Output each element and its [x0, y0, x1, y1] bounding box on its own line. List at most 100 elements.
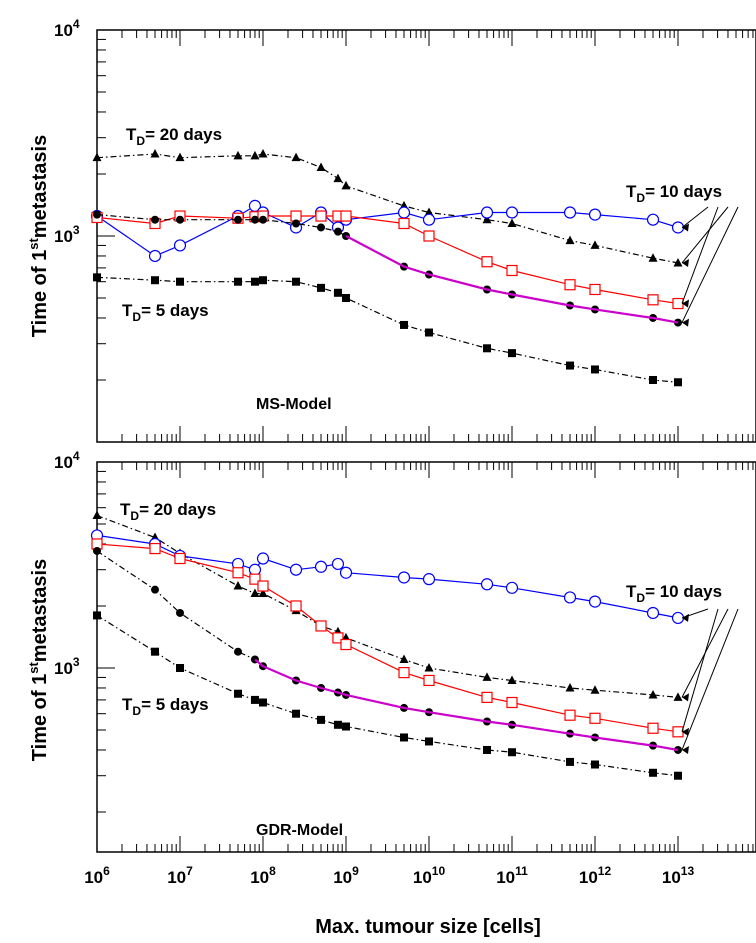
data-point-bottom-5-16 — [649, 768, 658, 777]
data-point-top-0-11 — [424, 207, 434, 217]
data-point-top-5-12 — [483, 344, 492, 353]
annotation-arrow-bottom-2 — [681, 608, 729, 698]
data-point-top-5-0 — [93, 273, 101, 282]
data-point-top-1-12 — [480, 206, 494, 219]
data-point-bottom-5-15 — [591, 760, 599, 769]
x-tick-label: 107 — [167, 864, 193, 887]
data-point-bottom-5-11 — [425, 737, 433, 746]
annotation-td20-bottom: TD= 20 days — [120, 500, 216, 523]
annotation-arrows-top — [681, 206, 739, 327]
arrow-head-bottom-0 — [682, 613, 689, 622]
data-point-top-1-1 — [148, 249, 162, 263]
y-tick-label-bottom: 103 — [54, 655, 80, 678]
data-point-bottom-0-10 — [399, 654, 409, 663]
data-point-bottom-0-5 — [258, 588, 268, 597]
data-point-bottom-0-14 — [565, 682, 575, 692]
data-point-bottom-2-3 — [232, 567, 244, 579]
data-point-bottom-3-3 — [234, 647, 243, 656]
data-point-top-2-14 — [564, 279, 576, 291]
data-point-bottom-0-11 — [424, 663, 434, 672]
axis-ticks-bottom: 103 104 — [54, 449, 754, 852]
series-line-top-4 — [345, 235, 679, 324]
data-point-top-1-15 — [588, 208, 602, 221]
data-point-top-3-6 — [292, 219, 301, 228]
data-point-bottom-5-3 — [234, 689, 243, 698]
data-point-top-0-3 — [233, 150, 243, 160]
data-point-bottom-5-7 — [317, 715, 326, 724]
plot-frame-bottom — [96, 461, 756, 853]
data-point-top-0-6 — [291, 152, 301, 162]
x-tick-label: 1011 — [496, 864, 528, 887]
data-point-bottom-0-0 — [92, 510, 102, 519]
data-point-top-3-1 — [151, 215, 160, 224]
data-point-bottom-2-15 — [589, 712, 601, 724]
data-point-top-2-15 — [589, 283, 601, 296]
data-point-top-0-14 — [565, 235, 575, 245]
panel-top: 103 104 Time of 1stmetastasis TD= 20 days… — [26, 17, 756, 443]
arrow-head-bottom-3 — [682, 745, 689, 754]
data-point-top-1-10 — [397, 206, 411, 219]
data-point-top-5-5 — [259, 276, 267, 285]
data-point-bottom-5-5 — [259, 698, 267, 707]
data-point-bottom-1-17 — [671, 611, 685, 625]
data-point-top-5-15 — [591, 365, 599, 374]
data-point-top-3-5 — [259, 215, 267, 224]
x-tick-label: 1012 — [579, 864, 612, 887]
data-point-top-0-0 — [92, 152, 102, 162]
data-point-bottom-5-9 — [342, 722, 350, 731]
data-point-bottom-0-12 — [482, 672, 492, 681]
arrow-head-top-3 — [682, 318, 689, 327]
data-point-bottom-5-10 — [400, 733, 409, 742]
series-line-top-0 — [96, 153, 679, 264]
annotation-arrow-bottom-1 — [681, 608, 719, 732]
series-line-bottom-4 — [254, 658, 679, 752]
data-point-top-5-14 — [566, 361, 575, 370]
series-group-bottom — [90, 510, 685, 780]
data-point-top-2-13 — [506, 264, 518, 277]
data-point-top-1-16 — [646, 213, 660, 226]
data-point-top-0-8 — [333, 173, 343, 183]
data-point-top-1-13 — [505, 206, 519, 219]
data-point-top-3-2 — [176, 215, 184, 224]
data-point-top-5-9 — [342, 294, 350, 303]
data-point-bottom-3-0 — [93, 546, 101, 555]
data-point-bottom-0-13 — [507, 675, 517, 684]
data-point-top-5-2 — [176, 277, 184, 286]
data-point-bottom-5-4 — [250, 695, 259, 704]
data-point-top-3-3 — [234, 215, 243, 224]
data-point-top-1-2 — [173, 239, 187, 252]
data-point-top-5-16 — [649, 375, 658, 384]
data-point-bottom-5-6 — [292, 709, 301, 718]
annotation-arrow-bottom-3 — [681, 608, 739, 751]
x-tick-label: 1013 — [662, 864, 695, 887]
data-point-top-5-4 — [250, 277, 259, 286]
data-point-top-5-3 — [234, 277, 243, 286]
data-point-bottom-5-0 — [93, 611, 101, 620]
data-point-bottom-0-16 — [648, 689, 658, 699]
data-point-top-2-11 — [423, 230, 435, 242]
annotation-arrow-top-2 — [681, 206, 729, 264]
annotation-arrow-top-1 — [681, 206, 719, 304]
data-point-top-5-7 — [317, 283, 326, 292]
data-point-bottom-0-17 — [673, 692, 683, 701]
data-point-bottom-5-12 — [483, 745, 492, 754]
data-point-top-3-7 — [317, 223, 326, 232]
annotation-td5-bottom: TD= 5 days — [122, 695, 209, 718]
data-point-top-0-9 — [341, 180, 351, 190]
data-point-top-0-17 — [673, 257, 683, 267]
data-point-bottom-2-14 — [564, 709, 576, 721]
data-point-top-0-1 — [150, 149, 160, 158]
data-point-top-2-7 — [315, 210, 327, 222]
annotation-td10-bottom: TD= 10 days — [626, 582, 722, 605]
x-tick-label: 1010 — [413, 864, 446, 887]
x-tick-label: 108 — [250, 864, 276, 887]
data-point-top-1-11 — [422, 213, 436, 226]
data-point-top-2-9 — [340, 210, 352, 222]
data-point-top-0-2 — [175, 152, 185, 162]
data-point-top-0-4 — [250, 150, 260, 160]
data-point-bottom-1-7 — [314, 560, 328, 573]
data-point-top-1-14 — [563, 206, 577, 219]
data-point-bottom-1-16 — [646, 606, 660, 620]
y-tick-label-top: 103 — [54, 223, 80, 246]
data-point-bottom-2-8 — [332, 632, 344, 644]
